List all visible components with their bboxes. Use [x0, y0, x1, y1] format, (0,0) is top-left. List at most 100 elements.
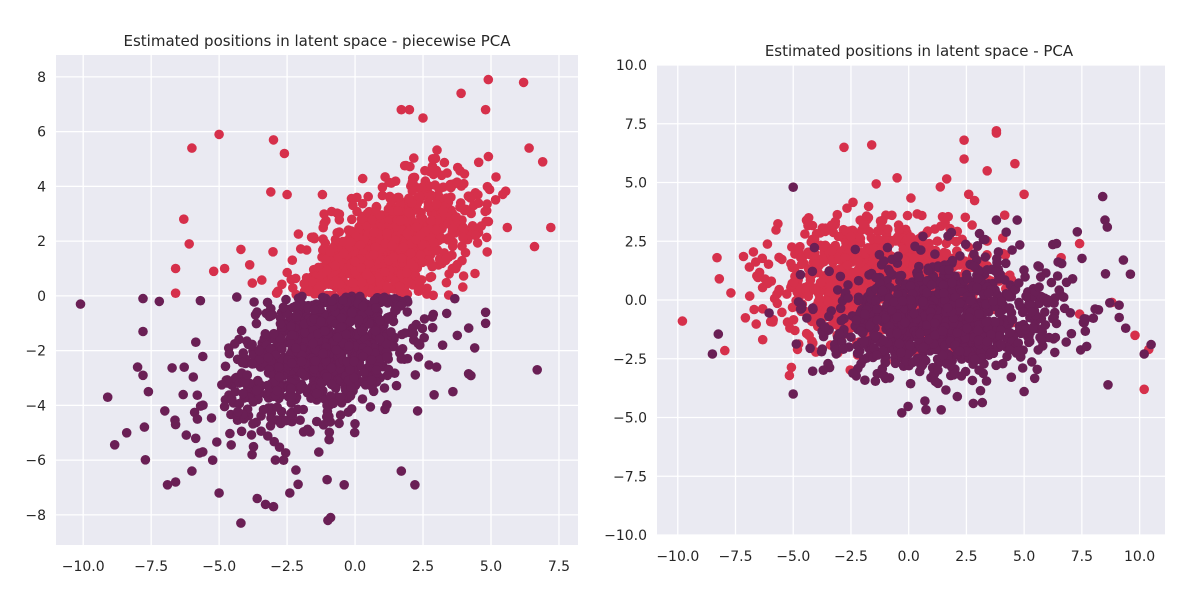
scatter-point [933, 365, 943, 376]
scatter-point [411, 222, 422, 232]
scatter-point [1040, 307, 1050, 317]
scatter-point [455, 198, 466, 208]
scatter-point [251, 318, 262, 329]
scatter-point [458, 232, 468, 243]
scatter-point [188, 372, 199, 382]
scatter-point [352, 192, 362, 203]
scatter-point [1027, 357, 1037, 367]
scatter-point [947, 255, 958, 266]
scatter-point [272, 402, 283, 412]
scatter-point [811, 285, 821, 296]
scatter-point [942, 359, 952, 369]
scatter-point [382, 352, 392, 362]
scatter-point [921, 287, 932, 298]
y-tick-label: 5.0 [625, 176, 647, 192]
y-tick-label: −5.0 [613, 411, 647, 427]
scatter-point [248, 441, 259, 452]
scatter-point [441, 277, 452, 288]
scatter-point [990, 317, 1000, 328]
scatter-point [214, 129, 224, 140]
scatter-point [170, 263, 181, 274]
scatter-point [938, 288, 949, 299]
scatter-point [916, 361, 926, 372]
scatter-point [930, 376, 941, 387]
scatter-point [232, 292, 242, 302]
scatter-point [973, 335, 984, 346]
scatter-point [905, 281, 916, 291]
scatter-point [404, 104, 415, 115]
y-tick-label: 10.0 [616, 58, 647, 74]
scatter-point [894, 338, 905, 349]
scatter-point [357, 198, 368, 209]
scatter-point [349, 356, 359, 367]
scatter-point [744, 291, 755, 301]
scatter-point [1059, 303, 1070, 314]
scatter-point [428, 290, 439, 301]
scatter-point [751, 319, 761, 329]
scatter-point [214, 488, 224, 498]
scatter-point [836, 315, 847, 326]
scatter-point [1130, 330, 1140, 341]
scatter-points [75, 74, 556, 528]
scatter-point [154, 296, 165, 307]
scatter-point [460, 247, 471, 258]
scatter-point [466, 370, 476, 381]
scatter-point [262, 297, 273, 308]
scatter-point [121, 428, 132, 438]
scatter-point [833, 231, 844, 242]
scatter-point [345, 316, 356, 327]
scatter-point [1004, 327, 1015, 338]
scatter-point [286, 392, 297, 402]
scatter-point [366, 375, 377, 386]
scatter-point [996, 339, 1006, 350]
scatter-point [246, 430, 257, 440]
scatter-point [429, 390, 439, 400]
scatter-point [335, 410, 346, 420]
scatter-point [972, 241, 983, 251]
scatter-point [427, 322, 438, 333]
scatter-point [418, 113, 428, 123]
scatter-point [427, 161, 438, 172]
chart-title: Estimated positions in latent space - PC… [765, 42, 1074, 60]
scatter-point [965, 295, 976, 306]
scatter-point [357, 326, 367, 336]
scatter-point [244, 260, 255, 270]
scatter-point [441, 253, 451, 264]
scatter-point [1050, 347, 1060, 358]
scatter-point [848, 197, 858, 208]
scatter-point [1146, 339, 1156, 350]
y-tick-label: 4 [37, 179, 46, 195]
scatter-point [900, 317, 910, 328]
scatter-point [238, 348, 249, 358]
scatter-point [247, 278, 258, 288]
scatter-point [473, 157, 484, 168]
scatter-point [458, 282, 468, 292]
scatter-point [894, 224, 904, 235]
scatter-point [787, 242, 797, 252]
scatter-point [967, 375, 978, 386]
scatter-point [483, 74, 494, 85]
scatter-point [912, 209, 922, 219]
scatter-point [740, 313, 751, 323]
scatter-point [399, 160, 410, 171]
scatter-point [858, 219, 869, 229]
scatter-point [456, 88, 466, 99]
scatter-point [944, 265, 954, 275]
scatter-point [170, 288, 181, 299]
scatter-point [491, 172, 501, 182]
scatter-point [397, 344, 408, 354]
scatter-point [941, 385, 951, 395]
scatter-point [480, 104, 491, 115]
scatter-point [260, 329, 271, 339]
scatter-point [1088, 313, 1099, 324]
scatter-point [377, 294, 388, 304]
scatter-point [1019, 189, 1029, 200]
scatter-point [790, 263, 800, 274]
scatter-point [763, 278, 773, 289]
scatter-point [807, 266, 818, 277]
scatter-point [1017, 363, 1028, 373]
scatter-point [237, 357, 248, 368]
scatter-point [502, 222, 513, 233]
scatter-point [980, 234, 990, 245]
scatter-point [720, 345, 730, 356]
